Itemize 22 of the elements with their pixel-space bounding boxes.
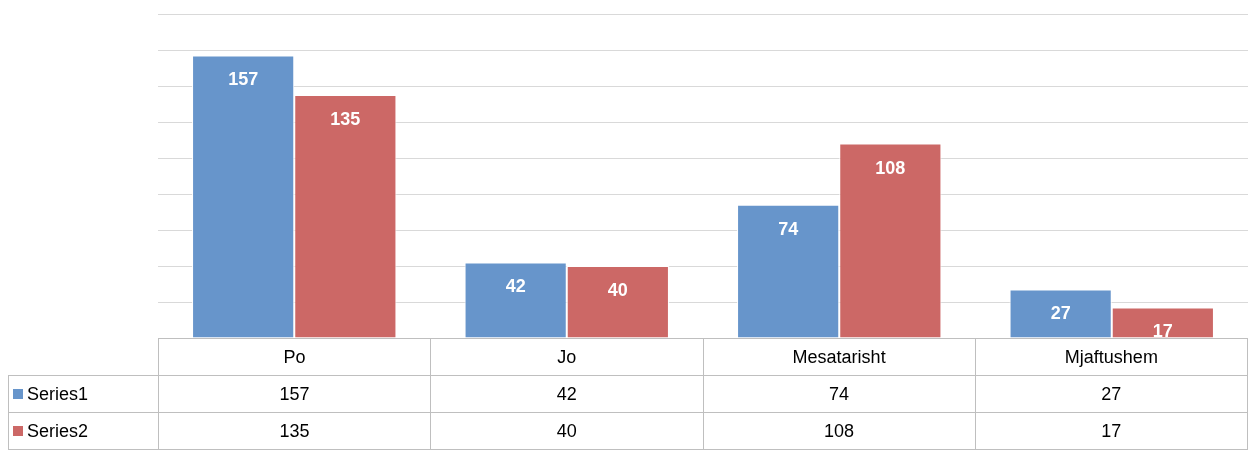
text: 17 xyxy=(1152,321,1173,342)
text: 135 xyxy=(330,108,361,129)
data-label: 17 xyxy=(975,412,1248,450)
text: 74 xyxy=(778,218,799,239)
x-tick-label: Mjaftushem xyxy=(1064,346,1158,367)
data-label: 108 xyxy=(703,412,976,450)
data-label: 157 xyxy=(158,375,431,413)
legend-label: Series1 xyxy=(27,383,89,405)
x-tick-label: Po xyxy=(158,338,431,376)
data-label: 42 xyxy=(430,375,703,413)
x-tick-label: Jo xyxy=(430,338,703,376)
data-label: 74 xyxy=(703,375,976,413)
legend-label: Series2 xyxy=(27,420,89,442)
x-tick-label: Mesatarisht xyxy=(703,338,976,376)
text: 108 xyxy=(875,157,906,178)
data-label: 27 xyxy=(975,375,1248,413)
text: 42 xyxy=(505,276,526,297)
data-label: 40 xyxy=(430,412,703,450)
text: 40 xyxy=(607,279,628,300)
text: 157 xyxy=(228,69,259,90)
text: 27 xyxy=(1050,303,1071,324)
data-label: 135 xyxy=(158,412,431,450)
